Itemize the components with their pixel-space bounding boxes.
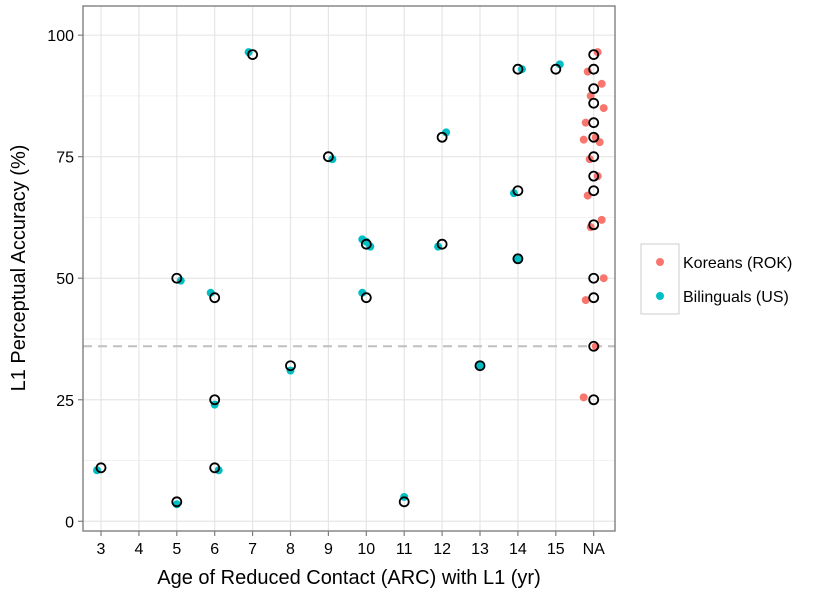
point-open (512, 63, 524, 75)
x-tick-label: 9 (324, 541, 333, 558)
point-filled (476, 361, 484, 370)
point-filled (513, 254, 522, 263)
legend-label: Koreans (ROK) (683, 255, 792, 272)
point-open (588, 170, 600, 182)
point-open (360, 238, 372, 250)
point-filled (206, 288, 215, 297)
point-open (209, 462, 221, 474)
x-tick-label: 13 (471, 541, 489, 558)
panel-border (82, 5, 616, 532)
point-filled (555, 60, 564, 69)
legend-key-marker (656, 258, 664, 266)
x-tick-label: 15 (547, 541, 565, 558)
grid-major (83, 6, 615, 531)
legend-key-marker (656, 292, 664, 300)
data-points (93, 48, 608, 509)
point-open (550, 63, 562, 75)
point-filled (597, 79, 606, 88)
point-open (360, 292, 372, 304)
point-open (588, 151, 600, 163)
y-tick-label: 50 (56, 271, 74, 288)
point-open (588, 49, 600, 61)
legend: Koreans (ROK) Bilinguals (US) (640, 243, 792, 315)
point-open (588, 83, 600, 95)
point-open (285, 360, 296, 372)
x-axis-title: Age of Reduced Contact (ARC) with L1 (yr… (157, 567, 541, 589)
x-tick-label: 3 (97, 541, 106, 558)
point-open (436, 131, 448, 143)
point-open (95, 462, 107, 474)
point-open (588, 185, 600, 197)
point-filled (579, 393, 588, 402)
x-tick-label: 5 (172, 541, 181, 558)
point-filled (442, 128, 451, 137)
x-tick-label: 7 (248, 541, 257, 558)
point-open (171, 496, 183, 508)
point-open (588, 97, 600, 109)
point-open (588, 340, 600, 352)
point-open (588, 131, 600, 143)
x-tick-label: 8 (286, 541, 295, 558)
x-tick-label: 11 (396, 541, 413, 558)
point-open (209, 292, 221, 304)
point-open (588, 63, 600, 75)
legend-label: Bilinguals (US) (683, 289, 789, 306)
x-tick-label: 14 (509, 541, 527, 558)
point-filled (579, 135, 588, 144)
y-tick-label: 0 (65, 514, 74, 531)
point-open (588, 272, 600, 284)
x-tick-label: NA (583, 541, 606, 558)
point-open (588, 219, 600, 231)
x-tick-label: 4 (134, 541, 143, 558)
point-open (398, 496, 410, 508)
point-filled (358, 288, 367, 297)
x-tick-label: 12 (433, 541, 451, 558)
point-open (512, 185, 524, 197)
panel-background (83, 6, 615, 531)
y-tick-label: 100 (47, 28, 74, 45)
point-open (247, 49, 259, 61)
point-open (512, 253, 524, 265)
point-filled (599, 274, 608, 283)
point-open (588, 117, 600, 129)
x-tick-label: 6 (210, 541, 219, 558)
x-tick-label: 10 (357, 541, 375, 558)
point-open (436, 238, 448, 250)
y-tick-label: 75 (56, 150, 74, 167)
point-open (588, 292, 600, 304)
point-filled (581, 296, 590, 305)
point-filled (597, 215, 606, 224)
x-axis: 3 4 5 6 7 8 9 10 11 12 13 14 15 NA (97, 531, 606, 558)
point-open (171, 272, 183, 284)
point-filled (581, 118, 590, 127)
point-open (322, 151, 334, 163)
point-open (209, 394, 221, 406)
y-tick-label: 25 (56, 393, 74, 410)
legend-key-box (640, 243, 680, 315)
point-open (474, 360, 486, 372)
point-open (588, 394, 600, 406)
y-axis: 0 25 50 75 100 (47, 28, 83, 531)
point-filled (599, 104, 608, 113)
y-axis-title: L1 Perceptual Accuracy (%) (8, 145, 30, 392)
